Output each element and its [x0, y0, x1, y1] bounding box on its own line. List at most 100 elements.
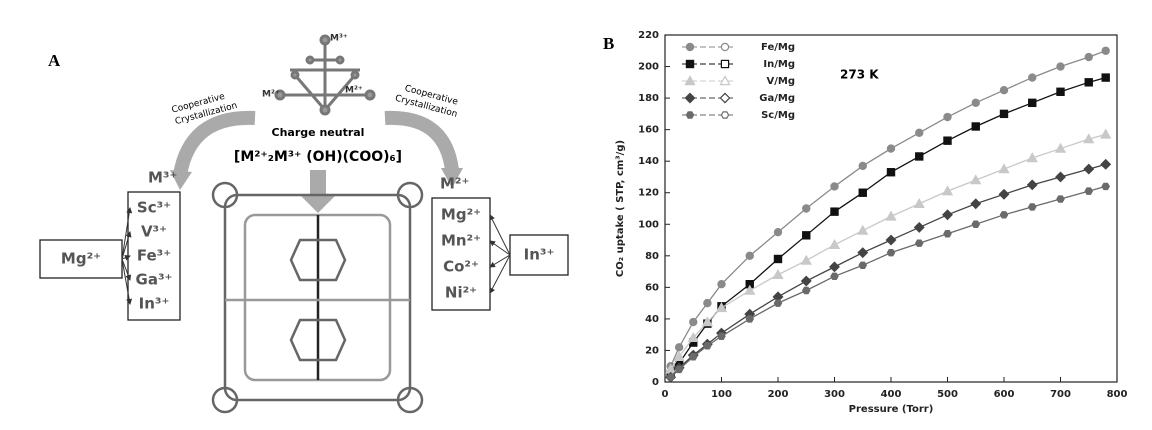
marker — [830, 272, 839, 281]
marker — [745, 315, 755, 323]
marker — [914, 239, 924, 247]
marker — [1101, 46, 1110, 55]
marker — [1101, 73, 1110, 82]
legend-marker — [719, 92, 731, 104]
marker — [915, 152, 924, 161]
source-box — [509, 234, 569, 276]
marker — [717, 332, 726, 340]
ion-label: Mg²⁺ — [441, 206, 481, 224]
marker — [858, 161, 867, 171]
arrow — [121, 254, 131, 261]
marker — [1054, 142, 1067, 153]
marker — [970, 198, 982, 210]
marker — [800, 254, 812, 265]
x-tick-label: 0 — [662, 389, 669, 400]
arrow-head — [170, 170, 192, 190]
ion-label: V³⁺ — [141, 223, 167, 241]
marker — [970, 174, 982, 185]
marker — [886, 144, 896, 153]
marker — [674, 343, 684, 352]
x-tick-label: 300 — [824, 389, 845, 400]
marker — [999, 86, 1009, 95]
ion-label: Fe³⁺ — [137, 247, 171, 265]
legend-marker — [684, 92, 696, 104]
ion-label: M³⁺ — [330, 34, 348, 44]
y-tick-label: 0 — [652, 377, 659, 388]
marker — [915, 128, 924, 137]
y-tick-label: 220 — [638, 30, 659, 41]
x-tick-label: 600 — [994, 389, 1015, 400]
legend-marker — [685, 42, 695, 52]
legend-label: Ga/Mg — [759, 93, 795, 104]
panel-label: A — [48, 51, 61, 70]
x-tick-label: 400 — [881, 389, 902, 400]
marker — [885, 234, 897, 246]
marker — [1056, 87, 1065, 96]
y-tick-label: 20 — [645, 345, 659, 356]
y-tick-label: 160 — [638, 125, 659, 136]
legend-marker — [719, 75, 731, 86]
marker — [773, 254, 783, 264]
ion-label: Ga³⁺ — [136, 271, 173, 289]
source-box — [39, 239, 123, 279]
legend-marker — [684, 75, 696, 86]
arrow — [489, 254, 511, 268]
ion-label: M²⁺ — [345, 86, 363, 96]
legend-label: In/Mg — [763, 59, 795, 70]
marker — [802, 231, 811, 240]
arrow — [489, 214, 511, 256]
cage-structure — [211, 181, 424, 414]
marker — [886, 248, 896, 257]
arrow — [121, 231, 132, 260]
marker — [971, 220, 981, 228]
marker — [1056, 195, 1065, 203]
legend-marker — [685, 59, 695, 69]
marker — [717, 280, 726, 289]
marker — [688, 353, 698, 361]
legend-label: Fe/Mg — [761, 42, 795, 53]
series-line — [670, 185, 1106, 378]
marker — [943, 230, 952, 238]
x-tick-label: 200 — [768, 389, 789, 400]
legend-label: V/Mg — [766, 76, 795, 87]
marker — [943, 136, 952, 145]
arrow — [489, 254, 511, 294]
marker — [687, 332, 699, 343]
curved-arrow — [173, 110, 256, 177]
marker — [744, 284, 756, 295]
top-molecule — [274, 34, 376, 116]
y-tick-label: 140 — [638, 156, 659, 167]
marker — [830, 182, 839, 191]
y-axis-label: CO₂ uptake ( STP, cm³/g) — [615, 140, 626, 277]
legend-marker — [720, 59, 730, 69]
marker — [772, 268, 784, 279]
marker — [913, 197, 925, 208]
legend-marker — [720, 111, 730, 119]
marker — [829, 261, 840, 273]
marker — [773, 299, 783, 307]
marker — [1084, 52, 1093, 62]
source-ion: Mg²⁺ — [61, 250, 101, 268]
marker — [941, 185, 954, 196]
arrow — [121, 258, 132, 281]
arrow — [489, 240, 511, 256]
marker — [999, 211, 1009, 219]
marker — [773, 227, 783, 237]
marker — [703, 342, 712, 350]
marker — [1056, 62, 1065, 71]
ion-label: Ni²⁺ — [445, 284, 477, 302]
marker — [1084, 78, 1093, 87]
x-tick-label: 800 — [1107, 389, 1128, 400]
panel-label: B — [603, 34, 614, 53]
marker — [1028, 98, 1037, 108]
annotation: Charge neutral — [272, 126, 365, 139]
marker — [800, 275, 812, 287]
marker — [857, 224, 869, 235]
y-tick-label: 60 — [645, 282, 659, 293]
marker — [701, 316, 713, 327]
ion-label: In³⁺ — [139, 295, 170, 313]
marker — [801, 286, 811, 295]
marker — [998, 163, 1010, 174]
marker — [1100, 158, 1112, 170]
arrow — [121, 258, 133, 305]
